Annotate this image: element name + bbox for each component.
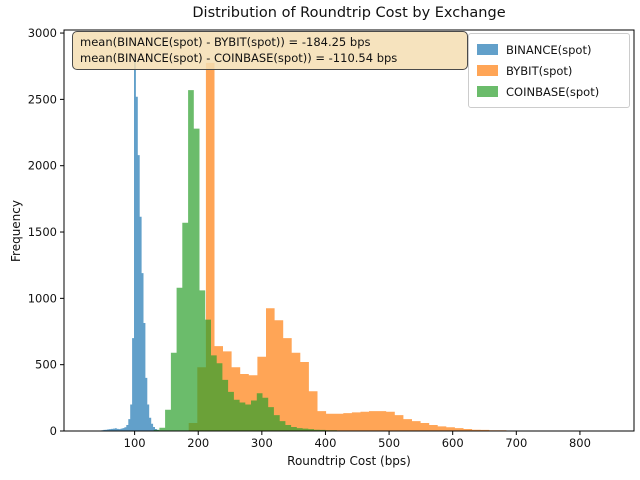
axis-ticks: 100 200 300 400 500 600 700 800 0 500 1000 1500 2000… bbox=[28, 26, 591, 450]
x-tick-label: 800 bbox=[569, 436, 591, 450]
coinbase-color-swatch bbox=[477, 86, 498, 97]
binance-color-swatch bbox=[477, 44, 498, 55]
annotation-line-binance-bybit: mean(BINANCE(spot) - BYBIT(spot)) = -184… bbox=[80, 35, 371, 49]
y-tick-label: 500 bbox=[35, 358, 57, 372]
plot-border bbox=[63, 29, 635, 432]
y-axis-label: Frequency bbox=[9, 200, 23, 262]
y-tick-label: 2000 bbox=[28, 159, 57, 173]
legend-item-binance: BINANCE(spot) bbox=[477, 39, 621, 60]
annotation-line-binance-coinbase: mean(BINANCE(spot) - COINBASE(spot)) = -… bbox=[80, 51, 398, 66]
y-tick-label: 1000 bbox=[28, 291, 57, 305]
y-tick-label: 1500 bbox=[28, 225, 57, 239]
y-tick-label: 0 bbox=[50, 424, 57, 438]
chart-title: Distribution of Roundtrip Cost by Exchan… bbox=[192, 5, 506, 21]
x-tick-label: 200 bbox=[187, 436, 209, 450]
histogram-series bbox=[99, 55, 619, 432]
x-tick-label: 400 bbox=[314, 436, 336, 450]
x-tick-label: 300 bbox=[251, 436, 273, 450]
binance-spot-histogram bbox=[99, 55, 159, 431]
x-tick-label: 100 bbox=[124, 436, 146, 450]
legend-item-coinbase: COINBASE(spot) bbox=[477, 81, 621, 102]
legend-item-bybit: BYBIT(spot) bbox=[477, 60, 621, 81]
legend: BINANCE(spot) BYBIT(spot) COINBASE(spot) bbox=[468, 33, 630, 108]
legend-label-binance: BINANCE(spot) bbox=[506, 42, 592, 57]
bybit-color-swatch bbox=[477, 65, 498, 76]
x-tick-label: 500 bbox=[378, 436, 400, 450]
legend-label-coinbase: COINBASE(spot) bbox=[506, 84, 600, 99]
bybit-spot-histogram bbox=[188, 62, 619, 432]
legend-label-bybit: BYBIT(spot) bbox=[506, 63, 573, 78]
y-tick-label: 2500 bbox=[28, 92, 57, 106]
x-axis-label: Roundtrip Cost (bps) bbox=[287, 454, 411, 468]
y-tick-label: 3000 bbox=[28, 26, 57, 40]
mean-annotation-box: mean(BINANCE(spot) - BYBIT(spot)) = -184… bbox=[72, 31, 468, 70]
x-tick-label: 700 bbox=[505, 436, 527, 450]
coinbase-spot-histogram bbox=[153, 90, 372, 431]
x-tick-label: 600 bbox=[442, 436, 464, 450]
